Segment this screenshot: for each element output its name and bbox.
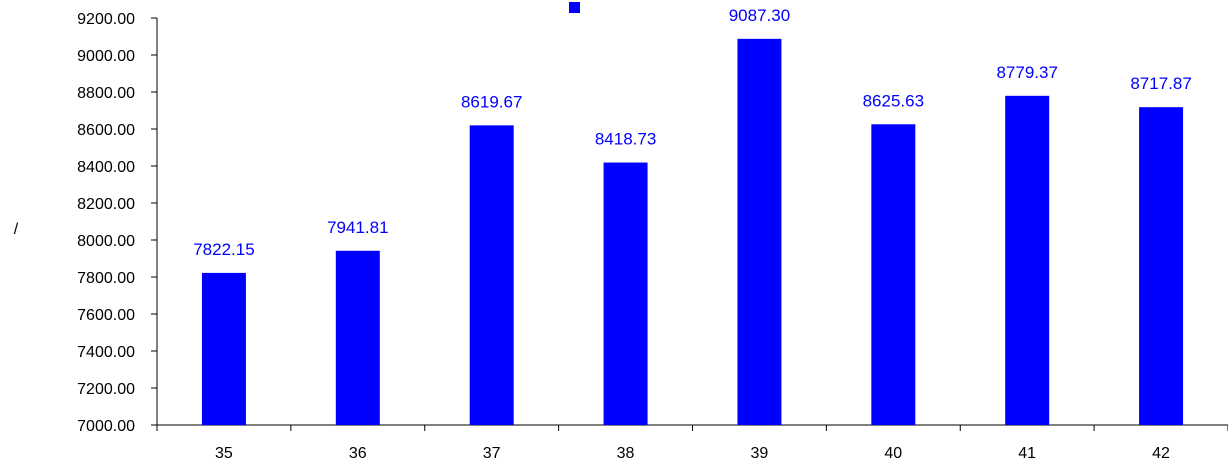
data-label: 8619.67 [461, 92, 522, 111]
bar [603, 162, 648, 425]
y-tick-label: 7000.00 [77, 418, 135, 435]
x-tick-label: 37 [483, 445, 501, 462]
bar [737, 38, 782, 426]
bars [201, 38, 1184, 426]
bar [335, 250, 380, 425]
bar [1139, 107, 1184, 425]
data-label: 8717.87 [1130, 74, 1191, 93]
y-tick-label: 7800.00 [77, 270, 135, 287]
x-tick-label: 40 [884, 445, 902, 462]
x-axis: 35 36 37 38 39 40 41 42 [156, 424, 1228, 462]
bar [201, 272, 246, 425]
y-axis: 7000.00 7200.00 7400.00 7600.00 7800.00 8000.… [77, 11, 158, 435]
data-labels: 7822.15 7941.81 8619.67 8418.73 9087.30 8625.… [193, 6, 1192, 259]
x-tick-label: 38 [617, 445, 635, 462]
y-tick-label: 8800.00 [77, 85, 135, 102]
y-tick-label: 8000.00 [77, 233, 135, 250]
y-tick-label: 8600.00 [77, 122, 135, 139]
y-tick-label: 8200.00 [77, 196, 135, 213]
data-label: 8779.37 [996, 63, 1057, 82]
legend-marker [569, 2, 580, 13]
x-tick-label: 41 [1018, 445, 1036, 462]
y-tick-label: 9200.00 [77, 11, 135, 28]
y-axis-label: / [14, 221, 19, 238]
data-label: 8418.73 [595, 130, 656, 149]
data-label: 8625.63 [863, 91, 924, 110]
data-label: 9087.30 [729, 6, 790, 25]
data-label: 7941.81 [327, 218, 388, 237]
y-tick-label: 7400.00 [77, 344, 135, 361]
x-tick-label: 39 [751, 445, 769, 462]
bar [871, 124, 916, 425]
x-tick-label: 42 [1152, 445, 1170, 462]
bar [1005, 95, 1050, 425]
data-label: 7822.15 [193, 240, 254, 259]
legend [569, 2, 580, 13]
y-tick-label: 7200.00 [77, 381, 135, 398]
y-tick-label: 7600.00 [77, 307, 135, 324]
bar [469, 125, 514, 425]
x-tick-label: 36 [349, 445, 367, 462]
y-tick-label: 8400.00 [77, 159, 135, 176]
y-tick-label: 9000.00 [77, 48, 135, 65]
x-tick-label: 35 [215, 445, 233, 462]
